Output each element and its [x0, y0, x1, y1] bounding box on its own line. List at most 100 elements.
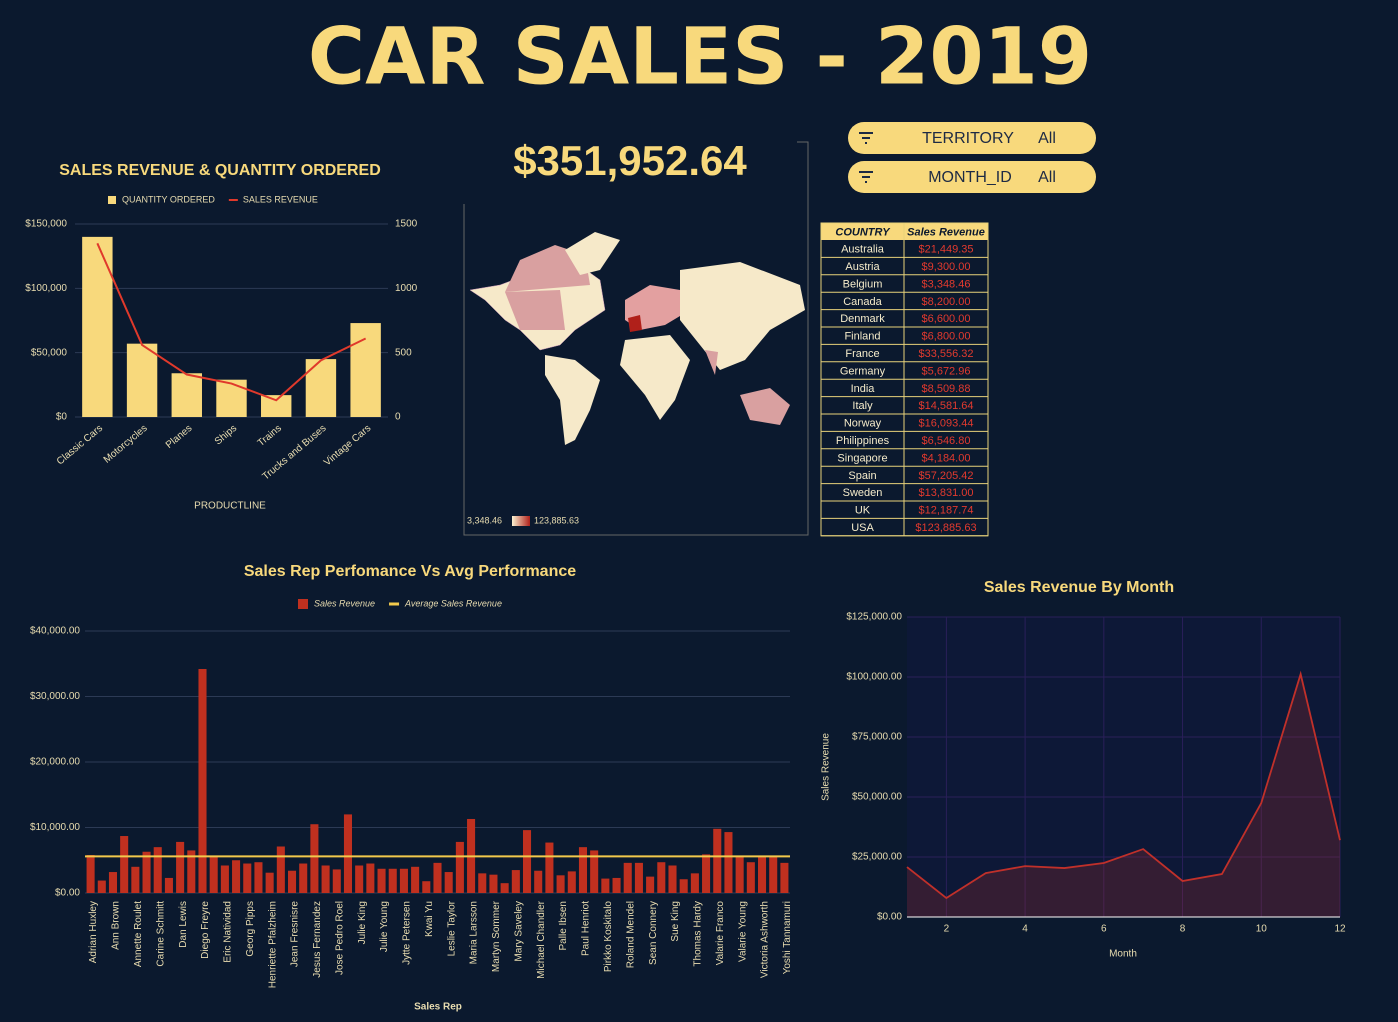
- table-header: Sales Revenue: [907, 226, 985, 238]
- legend-swatch: [108, 196, 116, 204]
- bar: [131, 866, 140, 893]
- filter-icon: [859, 132, 873, 144]
- filter-label: TERRITORY: [922, 130, 1014, 147]
- filter-month[interactable]: MONTH_ID All: [848, 161, 1096, 193]
- greenland: [565, 232, 620, 275]
- bar: [578, 847, 588, 893]
- filter-territory[interactable]: TERRITORY All: [848, 122, 1096, 154]
- table-cell-country: Denmark: [840, 313, 885, 325]
- bar: [388, 868, 397, 893]
- bar: [209, 856, 218, 893]
- x-tick-label: Annette Roulet: [133, 901, 144, 967]
- x-tick-label: Roland Mendel: [625, 901, 636, 968]
- south-america: [545, 355, 600, 445]
- bar: [746, 862, 755, 893]
- y-tick-label: $20,000.00: [30, 757, 80, 768]
- filter-icon: [859, 171, 873, 183]
- table-cell-value: $3,348.46: [922, 278, 971, 290]
- y-tick-label: $0: [56, 412, 68, 423]
- filter-label: MONTH_ID: [928, 169, 1012, 186]
- bar: [724, 832, 733, 893]
- x-tick-label: 8: [1180, 924, 1186, 935]
- table-cell-value: $4,184.00: [922, 452, 971, 464]
- table-cell-country: Austria: [845, 261, 880, 273]
- bar: [176, 841, 185, 893]
- x-tick-label: Leslie Taylor: [446, 900, 457, 956]
- bar: [216, 379, 247, 417]
- y-tick-label: $100,000.00: [846, 672, 902, 683]
- x-tick-label: Pirkko Koskitalo: [603, 901, 614, 973]
- x-tick-label: Henriette Pfalzheim: [267, 901, 278, 988]
- y-tick-label: 1000: [395, 283, 418, 294]
- bar: [511, 870, 520, 893]
- bar: [332, 869, 341, 893]
- bar: [567, 871, 576, 893]
- x-tick-label: Maria Larsson: [469, 901, 480, 964]
- india: [705, 350, 718, 375]
- x-tick-label: Adrian Huxley: [88, 901, 99, 963]
- table-cell-country: UK: [855, 505, 871, 517]
- y-tick-label: $30,000.00: [30, 691, 80, 702]
- x-tick-label: Sean Connery: [648, 901, 659, 965]
- legend-label: SALES REVENUE: [243, 194, 318, 204]
- bar: [657, 862, 666, 893]
- bar: [321, 865, 330, 893]
- bar: [153, 847, 162, 893]
- bar: [534, 870, 543, 893]
- y-tick-label: $75,000.00: [852, 732, 902, 743]
- bar: [220, 865, 229, 893]
- europe: [625, 285, 690, 330]
- bar: [500, 883, 509, 893]
- bar: [287, 870, 297, 893]
- bar: [612, 877, 621, 893]
- map-legend-min: 3,348.46: [467, 515, 502, 525]
- legend-swatch: [298, 599, 308, 609]
- chart-title: SALES REVENUE & QUANTITY ORDERED: [59, 162, 381, 179]
- chart-title: Sales Rep Perfomance Vs Avg Performance: [244, 563, 576, 580]
- x-tick-label: Palle Ibsen: [558, 901, 569, 950]
- x-tick-label: Ann Brown: [111, 901, 122, 950]
- filter-pill[interactable]: [848, 122, 1096, 154]
- bar: [343, 814, 353, 893]
- filter-pill[interactable]: [848, 161, 1096, 193]
- bar: [399, 868, 408, 893]
- legend-label: QUANTITY ORDERED: [122, 194, 215, 204]
- bar: [198, 668, 207, 893]
- y-tick-label: $100,000: [25, 283, 67, 294]
- bar: [769, 855, 778, 893]
- bar: [545, 842, 554, 893]
- x-tick-label: Mary Saveley: [513, 901, 524, 962]
- x-tick-label: Dan Lewis: [178, 901, 189, 948]
- bar: [142, 851, 151, 893]
- y-tick-label: $10,000.00: [30, 822, 80, 833]
- bar: [690, 873, 699, 893]
- bar: [305, 359, 337, 417]
- x-tick-label: Jean Fresnisre: [290, 901, 301, 968]
- x-tick-label: Julie Young: [379, 901, 390, 952]
- bar: [646, 876, 655, 893]
- table-cell-value: $12,187.74: [918, 505, 973, 517]
- bar: [120, 836, 129, 893]
- x-tick-label: Paul Henriot: [581, 901, 592, 956]
- bar: [735, 856, 744, 893]
- table-cell-country: Belgium: [843, 278, 883, 290]
- table-cell-value: $9,300.00: [922, 261, 971, 273]
- bar: [261, 395, 292, 417]
- bar: [108, 872, 118, 893]
- x-tick-label: Jytte Petersen: [402, 901, 413, 965]
- bar: [171, 373, 202, 417]
- bar: [679, 879, 688, 893]
- map-legend-scale: [512, 516, 530, 526]
- filter-value: All: [1038, 169, 1056, 186]
- x-axis-title: Sales Rep: [414, 1002, 462, 1013]
- bar: [355, 865, 364, 893]
- spain: [628, 315, 642, 332]
- bar: [478, 873, 487, 893]
- bar: [187, 850, 196, 893]
- x-tick-label: Michael Chandler: [536, 900, 547, 978]
- chart-title: Sales Revenue By Month: [984, 579, 1174, 596]
- x-tick-label: Eric Natividad: [223, 901, 234, 963]
- bar: [780, 862, 789, 893]
- table-cell-value: $5,672.96: [922, 365, 971, 377]
